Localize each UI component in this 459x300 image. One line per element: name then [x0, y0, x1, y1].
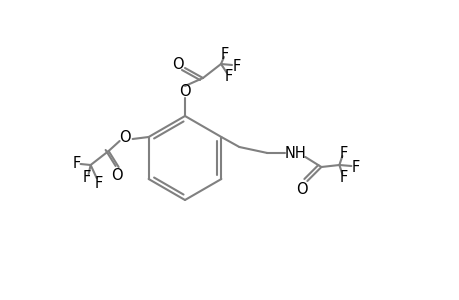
Text: F: F	[338, 146, 347, 160]
Text: O: O	[179, 83, 190, 98]
Text: F: F	[351, 160, 359, 175]
Text: O: O	[172, 56, 184, 71]
Text: F: F	[338, 170, 347, 185]
Text: F: F	[94, 176, 102, 190]
Text: F: F	[224, 68, 233, 83]
Text: O: O	[296, 182, 308, 196]
Text: F: F	[82, 170, 90, 185]
Text: NH: NH	[284, 146, 306, 160]
Text: O: O	[118, 130, 130, 146]
Text: F: F	[73, 155, 81, 170]
Text: F: F	[220, 46, 229, 62]
Text: O: O	[111, 169, 122, 184]
Text: F: F	[232, 58, 241, 74]
